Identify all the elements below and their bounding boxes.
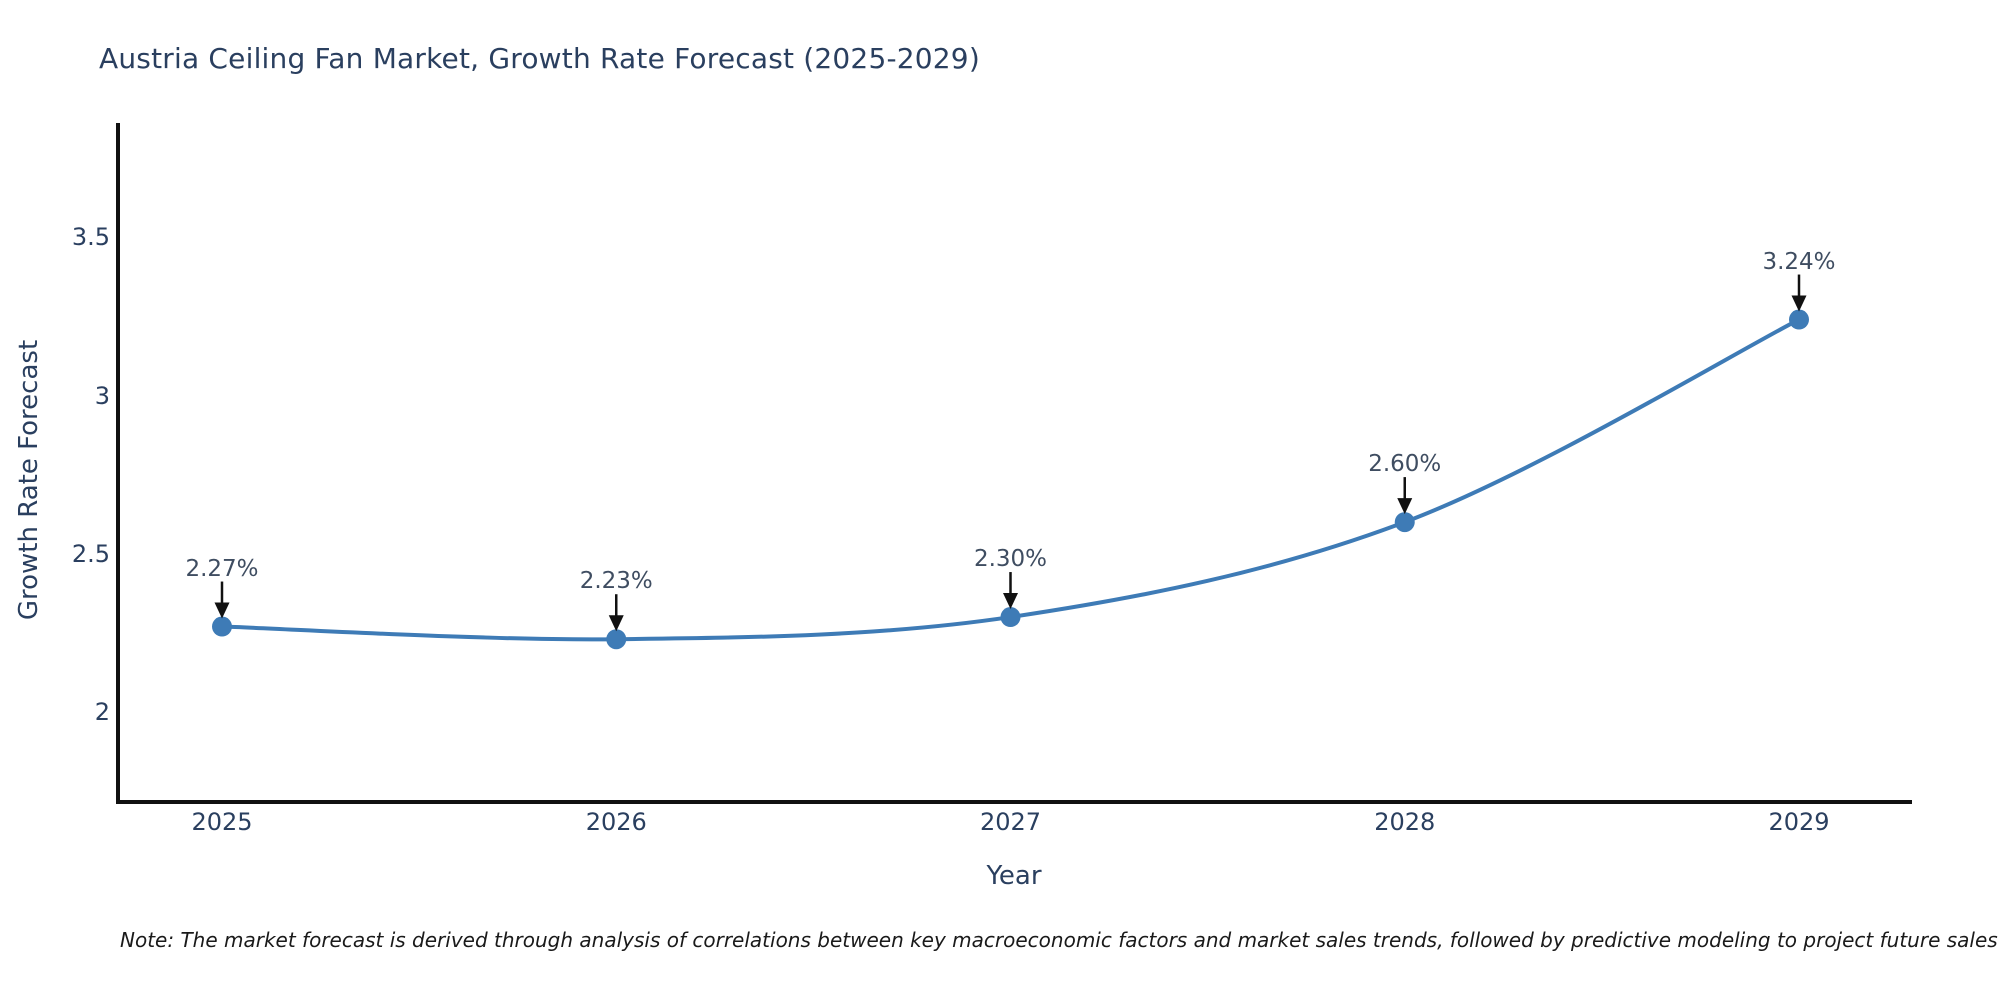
- chart-title: Austria Ceiling Fan Market, Growth Rate …: [99, 42, 980, 75]
- y-tick-label: 3: [94, 381, 110, 410]
- chart-note: Note: The market forecast is derived thr…: [120, 928, 1998, 952]
- x-axis-title: Year: [986, 861, 1042, 891]
- x-tick-label: 2026: [585, 808, 647, 836]
- point-value-annotation: 2.60%: [1368, 451, 1442, 478]
- annotation-arrowhead-icon: [1791, 295, 1807, 312]
- point-value-annotation: 2.27%: [185, 555, 259, 582]
- point-value-annotation: 2.23%: [579, 568, 653, 595]
- annotation-arrowhead-icon: [1397, 498, 1413, 515]
- y-axis-title: Growth Rate Forecast: [14, 339, 44, 621]
- annotation-arrowhead-icon: [214, 602, 230, 619]
- point-value-annotation: 3.24%: [1762, 248, 1836, 275]
- annotation-arrowhead-icon: [608, 615, 624, 632]
- y-tick-label: 3.5: [71, 223, 110, 252]
- data-point-marker: [1000, 607, 1021, 628]
- data-point-marker: [212, 616, 232, 637]
- y-tick-label: 2.5: [71, 539, 110, 568]
- x-tick-label: 2029: [1768, 808, 1830, 836]
- data-point-marker: [1789, 309, 1809, 330]
- annotation-arrowhead-icon: [1003, 593, 1018, 610]
- y-tick-label: 2: [94, 698, 110, 726]
- data-point-marker: [606, 629, 627, 650]
- x-tick-label: 2025: [191, 808, 253, 836]
- point-value-annotation: 2.30%: [973, 546, 1048, 573]
- data-point-marker: [1394, 512, 1415, 533]
- annotation-arrow-layer: [214, 274, 1807, 632]
- x-tick-label: 2027: [979, 808, 1042, 836]
- x-tick-label: 2028: [1374, 808, 1436, 836]
- series-layer: [212, 309, 1809, 650]
